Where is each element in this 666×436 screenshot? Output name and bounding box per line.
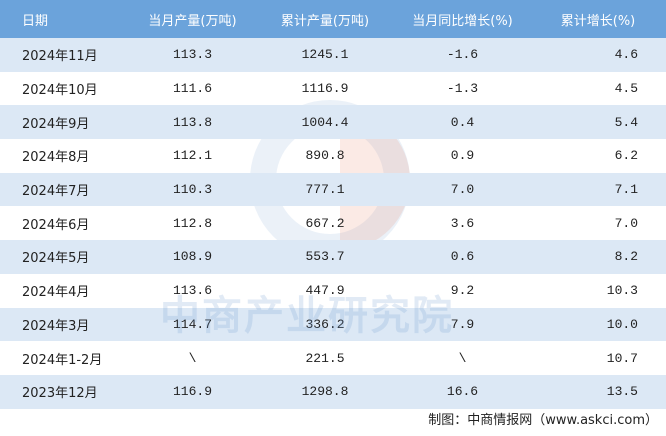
table-cell: 0.9 bbox=[450, 148, 475, 164]
table-cell: 777.1 bbox=[255, 172, 395, 207]
table-cell: 113.3 bbox=[130, 38, 255, 72]
table-cell: 7.9 bbox=[395, 307, 530, 342]
table-cell: 2024年6月 bbox=[22, 217, 90, 233]
header-cell: 当月产量(万吨) bbox=[130, 0, 255, 38]
table-cell: 8.2 bbox=[530, 240, 666, 274]
table-cell: 6.2 bbox=[614, 148, 638, 164]
table-row: 2024年6月 112.8 667.2 3.6 7.0 bbox=[0, 206, 666, 240]
table-cell: 114.7 bbox=[130, 307, 255, 342]
table-cell: 5.4 bbox=[530, 105, 666, 140]
table-cell: 116.9 bbox=[130, 374, 255, 409]
table-cell: 1298.8 bbox=[255, 374, 395, 409]
table-cell: 16.6 bbox=[395, 374, 530, 409]
table-row: 2024年11月 113.3 1245.1 -1.6 4.6 bbox=[0, 38, 666, 72]
table-cell: 1116.9 bbox=[301, 81, 349, 97]
table-row: 2024年8月 112.1 890.8 0.9 6.2 bbox=[0, 139, 666, 173]
footer: 制图：中商情报网（www.askci.com） bbox=[428, 413, 658, 428]
table-cell: 221.5 bbox=[305, 350, 345, 366]
table-cell: 2024年7月 bbox=[0, 172, 130, 207]
table-cell: 4.6 bbox=[530, 38, 666, 72]
table-cell: 2024年11月 bbox=[0, 38, 130, 72]
data-table: 日期 当月产量(万吨) 累计产量(万吨) 当月同比增长(%) 累计增长(%) 2024年… bbox=[0, 0, 666, 409]
table-row: 2024年5月 108.9 553.7 0.6 8.2 bbox=[0, 240, 666, 274]
table-cell: 4.5 bbox=[614, 81, 638, 97]
table-cell: 2024年4月 bbox=[22, 285, 90, 301]
table-cell: 1245.1 bbox=[255, 38, 395, 72]
table-cell: 7.0 bbox=[395, 172, 530, 207]
table-cell: 2023年12月 bbox=[0, 374, 130, 409]
header-cell: 日期 bbox=[0, 0, 130, 38]
table-cell: 10.0 bbox=[530, 307, 666, 342]
table-row: 2024年9月 113.8 1004.4 0.4 5.4 bbox=[0, 105, 666, 140]
table-cell: 890.8 bbox=[305, 148, 345, 164]
table-cell: -1.6 bbox=[395, 38, 530, 72]
table-cell: 7.0 bbox=[614, 215, 638, 231]
table-cell: 112.8 bbox=[172, 215, 212, 231]
table-cell: 553.7 bbox=[255, 240, 395, 274]
table-cell: 2024年1-2月 bbox=[22, 352, 103, 368]
table-cell: 112.1 bbox=[172, 148, 212, 164]
header-row: 日期 当月产量(万吨) 累计产量(万吨) 当月同比增长(%) 累计增长(%) bbox=[0, 0, 666, 38]
table-cell: 667.2 bbox=[305, 215, 345, 231]
table-cell: 0.6 bbox=[395, 240, 530, 274]
table-cell: 113.6 bbox=[172, 283, 212, 299]
header-cell: 累计增长(%) bbox=[530, 0, 666, 38]
table-cell: 3.6 bbox=[450, 215, 475, 231]
table-cell: 10.7 bbox=[606, 350, 638, 366]
table-row: 2023年12月 116.9 1298.8 16.6 13.5 bbox=[0, 374, 666, 409]
table-body: 2024年11月 113.3 1245.1 -1.6 4.6 2024年10月 111.6 1… bbox=[0, 38, 666, 409]
table-cell: 111.6 bbox=[172, 81, 212, 97]
table-cell: 336.2 bbox=[255, 307, 395, 342]
table-cell: 2024年3月 bbox=[0, 307, 130, 342]
header-cell: 当月同比增长(%) bbox=[395, 0, 530, 38]
table-cell: 447.9 bbox=[305, 283, 345, 299]
table-row: 2024年10月 111.6 1116.9 -1.3 4.5 bbox=[0, 72, 666, 106]
table-cell: 113.8 bbox=[130, 105, 255, 140]
table-cell: 110.3 bbox=[130, 172, 255, 207]
table-cell: 2024年10月 bbox=[22, 83, 98, 99]
table-row: 2024年4月 113.6 447.9 9.2 10.3 bbox=[0, 274, 666, 308]
table-cell: 7.1 bbox=[530, 172, 666, 207]
table-cell: \ bbox=[188, 350, 197, 366]
table-cell: \ bbox=[458, 350, 467, 366]
table-cell: 10.3 bbox=[606, 283, 638, 299]
table-row: 2024年7月 110.3 777.1 7.0 7.1 bbox=[0, 172, 666, 207]
table-row: 2024年1-2月 \ 221.5 \ 10.7 bbox=[0, 341, 666, 375]
table-cell: 2024年9月 bbox=[0, 105, 130, 140]
table-cell: 13.5 bbox=[530, 374, 666, 409]
table-row: 2024年3月 114.7 336.2 7.9 10.0 bbox=[0, 307, 666, 342]
table-cell: 2024年5月 bbox=[0, 240, 130, 274]
table-cell: 0.4 bbox=[395, 105, 530, 140]
table-cell: -1.3 bbox=[446, 81, 479, 97]
table-cell: 9.2 bbox=[450, 283, 475, 299]
table-cell: 2024年8月 bbox=[22, 150, 90, 166]
header-cell: 累计产量(万吨) bbox=[255, 0, 395, 38]
table-cell: 108.9 bbox=[130, 240, 255, 274]
table-cell: 1004.4 bbox=[255, 105, 395, 140]
